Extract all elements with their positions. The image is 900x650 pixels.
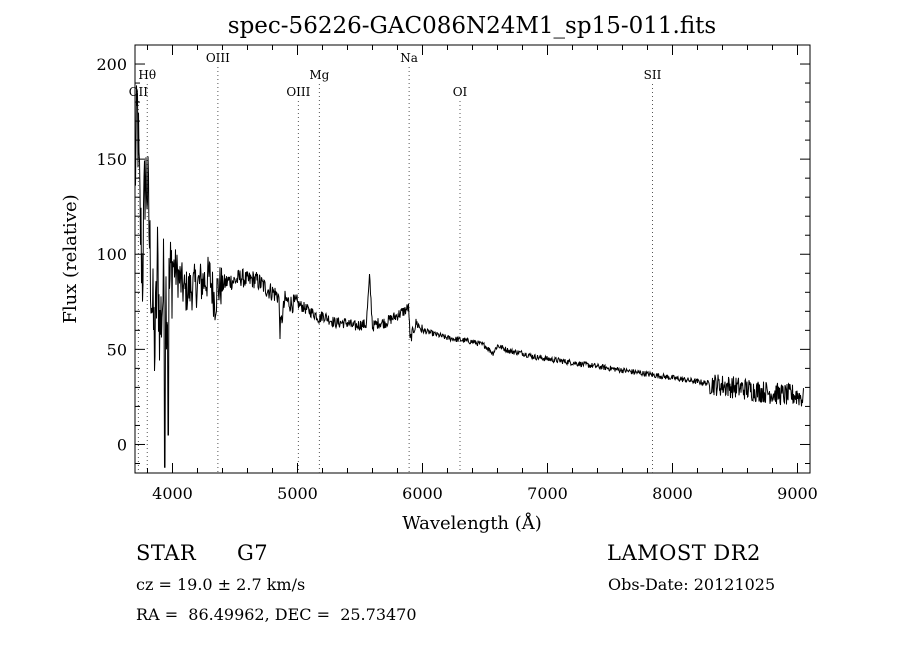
y-axis-label: Flux (relative) (60, 194, 81, 323)
x-tick-label: 5000 (277, 484, 318, 503)
x-tick-label: 7000 (527, 484, 568, 503)
y-tick-label: 100 (96, 245, 127, 264)
plot-frame (134, 44, 811, 474)
x-tick-label: 8000 (652, 484, 693, 503)
y-tick-label: 50 (107, 340, 127, 359)
sky-coordinates: RA = 86.49962, DEC = 25.73470 (136, 605, 417, 624)
y-tick-label: 200 (96, 55, 127, 74)
chart-title: spec-56226-GAC086N24M1_sp15-011.fits (228, 13, 716, 39)
line-marker-label: OIII (286, 85, 310, 99)
redshift-velocity: cz = 19.0 ± 2.7 km/s (136, 575, 306, 594)
x-axis-label: Wavelength (Å) (402, 512, 542, 534)
line-marker-label: Hθ (138, 68, 156, 82)
x-tick-label: 4000 (152, 484, 193, 503)
line-marker-label: OIII (206, 51, 230, 65)
spectral-line-markers: OII Hθ OIII OIII Mg Na OI SII (129, 51, 662, 473)
x-tick-label: 9000 (777, 484, 818, 503)
y-tick-label: 150 (96, 150, 127, 169)
y-tick-label: 0 (117, 435, 127, 454)
survey-name: LAMOST DR2 (607, 541, 761, 565)
line-marker-label: SII (644, 68, 662, 82)
x-tick-label: 6000 (402, 484, 443, 503)
line-marker-label: Na (400, 51, 418, 65)
axis-ticks: 4000 5000 6000 7000 8000 9000 0 50 100 150 200 (96, 44, 818, 503)
object-subclass: G7 (237, 541, 269, 565)
observation-date: Obs-Date: 20121025 (608, 575, 776, 594)
line-marker-label: Mg (309, 68, 329, 82)
line-marker-label: OII (129, 85, 149, 99)
spectrum-line (134, 85, 804, 468)
object-class: STAR (136, 541, 197, 565)
line-marker-label: OI (453, 85, 468, 99)
